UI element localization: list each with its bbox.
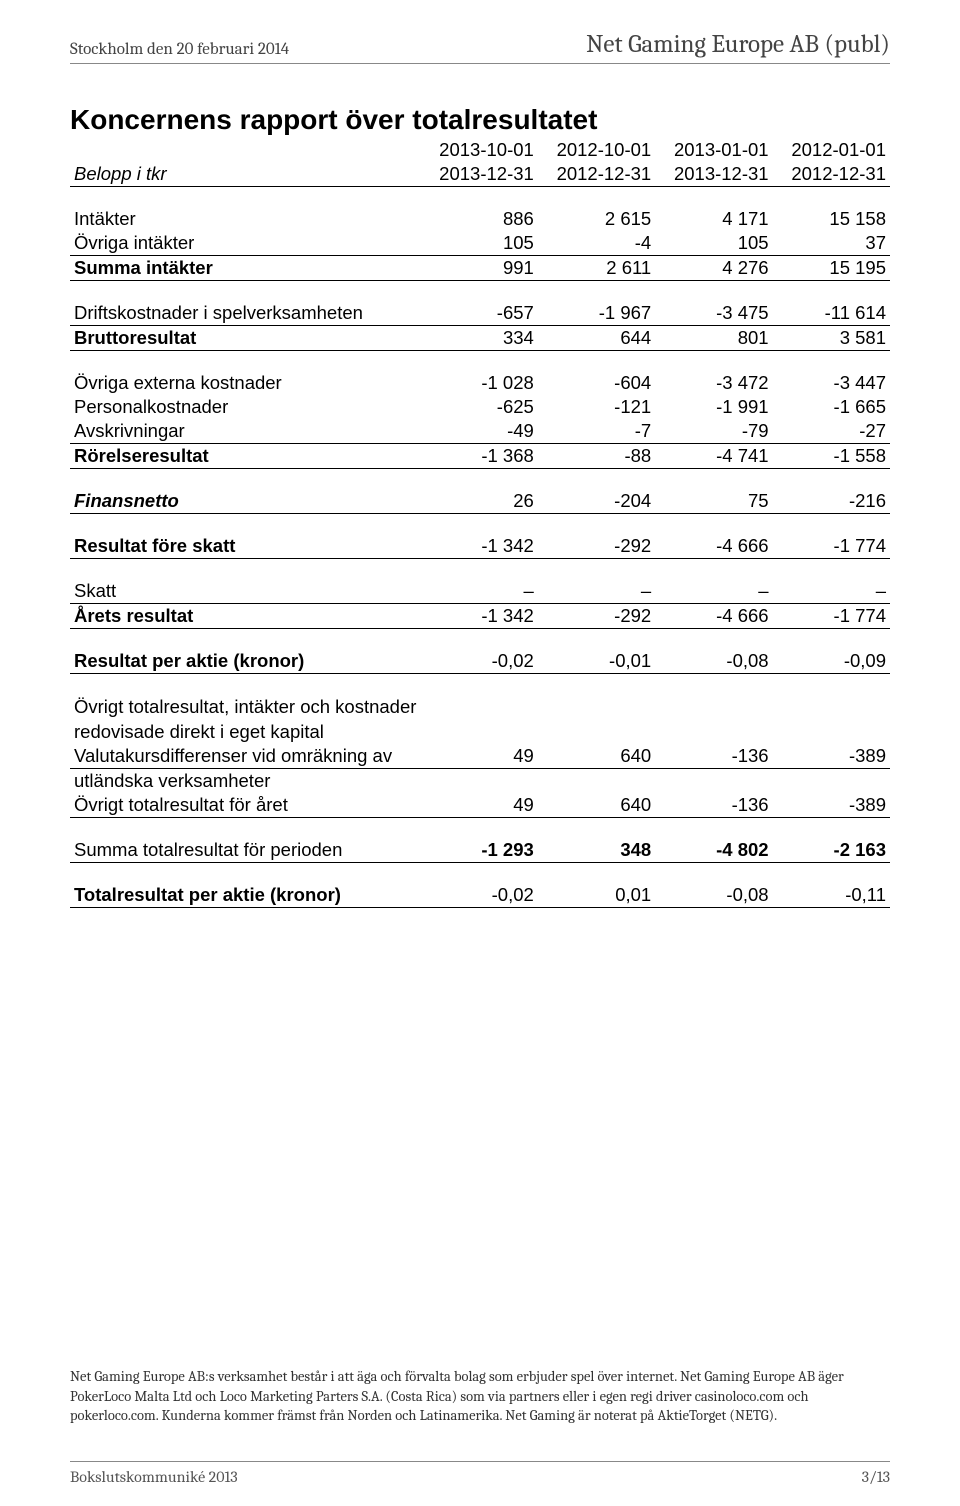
period-row-2: Belopp i tkr 2013-12-31 2012-12-31 2013-… — [70, 162, 890, 187]
row-summa-intakter: Summa intäkter 991 2 611 4 276 15 195 — [70, 256, 890, 281]
header-left: Stockholm den 20 februari 2014 — [70, 40, 289, 59]
footer-left: Bokslutskommuniké 2013 — [70, 1468, 238, 1486]
col-h1b: 2013-12-31 — [420, 162, 537, 187]
footer-bar: Bokslutskommuniké 2013 3/13 — [70, 1461, 890, 1486]
col-h3a: 2013-01-01 — [655, 138, 772, 162]
belopp-label: Belopp i tkr — [70, 162, 420, 187]
row-ovrigt-header-2: redovisade direkt i eget kapital — [70, 719, 890, 744]
main-title: Koncernens rapport över totalresultatet — [70, 104, 890, 136]
period-row-1: 2013-10-01 2012-10-01 2013-01-01 2012-01… — [70, 138, 890, 162]
row-valutakurs-a: Valutakursdifferenser vid omräkning av 4… — [70, 744, 890, 769]
row-resultat-fore-skatt: Resultat före skatt -1 342 -292 -4 666 -… — [70, 534, 890, 559]
row-valutakurs-b: utländska verksamheter — [70, 769, 890, 794]
col-h3b: 2013-12-31 — [655, 162, 772, 187]
row-avskrivningar: Avskrivningar -49 -7 -79 -27 — [70, 419, 890, 444]
row-skatt: Skatt – – – – — [70, 579, 890, 604]
row-arets-resultat: Årets resultat -1 342 -292 -4 666 -1 774 — [70, 604, 890, 629]
row-ovriga-ext: Övriga externa kostnader -1 028 -604 -3 … — [70, 371, 890, 395]
page: Stockholm den 20 februari 2014 Net Gamin… — [0, 0, 960, 1506]
footer-disclaimer: Net Gaming Europe AB:s verksamhet består… — [70, 1367, 890, 1426]
col-h2b: 2012-12-31 — [538, 162, 655, 187]
row-intakter: Intäkter 886 2 615 4 171 15 158 — [70, 207, 890, 231]
row-personal: Personalkostnader -625 -121 -1 991 -1 66… — [70, 395, 890, 419]
row-total-per-aktie: Totalresultat per aktie (kronor) -0,02 0… — [70, 883, 890, 908]
row-summa-total: Summa totalresultat för perioden -1 293 … — [70, 838, 890, 863]
row-resultat-per-aktie: Resultat per aktie (kronor) -0,02 -0,01 … — [70, 649, 890, 674]
row-driftskostnader: Driftskostnader i spelverksamheten -657 … — [70, 301, 890, 326]
row-ovrigt-header-1: Övrigt totalresultat, intäkter och kostn… — [70, 694, 890, 719]
financial-table: 2013-10-01 2012-10-01 2013-01-01 2012-01… — [70, 138, 890, 908]
page-header: Stockholm den 20 februari 2014 Net Gamin… — [70, 30, 890, 64]
footer-right: 3/13 — [862, 1468, 890, 1486]
row-ovriga-intakter: Övriga intäkter 105 -4 105 37 — [70, 231, 890, 256]
row-bruttoresultat: Bruttoresultat 334 644 801 3 581 — [70, 326, 890, 351]
row-finansnetto: Finansnetto 26 -204 75 -216 — [70, 489, 890, 514]
col-h1a: 2013-10-01 — [420, 138, 537, 162]
row-rorelseresultat: Rörelseresultat -1 368 -88 -4 741 -1 558 — [70, 444, 890, 469]
header-right: Net Gaming Europe AB (publ) — [586, 30, 890, 59]
row-ovrigt-total-aret: Övrigt totalresultat för året 49 640 -13… — [70, 793, 890, 818]
col-h4b: 2012-12-31 — [773, 162, 890, 187]
col-h4a: 2012-01-01 — [773, 138, 890, 162]
col-h2a: 2012-10-01 — [538, 138, 655, 162]
